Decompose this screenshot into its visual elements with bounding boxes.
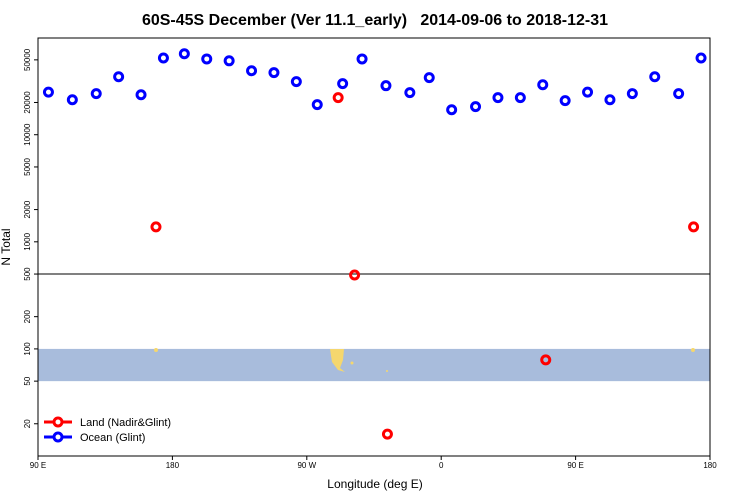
land-shapes: [154, 348, 695, 372]
y-tick-label: 20: [23, 419, 32, 428]
point: [223, 55, 235, 67]
point: [268, 67, 280, 79]
point: [626, 88, 638, 100]
point: [673, 88, 685, 100]
point: [332, 92, 344, 104]
point: [246, 65, 258, 77]
point: [446, 104, 458, 116]
point: [150, 221, 162, 233]
point: [514, 92, 526, 104]
point: [311, 99, 323, 111]
legend-label: Ocean (Glint): [80, 432, 145, 444]
point: [423, 72, 435, 84]
land-shape: [691, 348, 695, 352]
point: [113, 71, 125, 83]
point: [157, 52, 169, 64]
point: [290, 76, 302, 88]
point: [356, 53, 368, 65]
point: [90, 88, 102, 100]
point: [381, 428, 393, 440]
point: [349, 269, 361, 281]
point: [537, 79, 549, 91]
land-shape: [330, 349, 345, 372]
point: [201, 53, 213, 65]
y-tick-label: 5000: [23, 158, 32, 176]
x-tick-label: 90 W: [297, 461, 316, 470]
y-tick-label: 20000: [23, 91, 32, 114]
point: [42, 86, 54, 98]
point: [695, 52, 707, 64]
point: [604, 94, 616, 106]
point: [470, 101, 482, 113]
x-tick-label: 90 E: [567, 461, 583, 470]
x-tick-label: 180: [703, 461, 717, 470]
x-tick-label: 180: [166, 461, 180, 470]
point: [66, 94, 78, 106]
point: [135, 89, 147, 101]
shaded-band: [38, 348, 710, 382]
point: [582, 86, 594, 98]
plot-frame: [37, 37, 711, 457]
point: [492, 92, 504, 104]
y-tick-label: 2000: [23, 200, 32, 218]
point: [404, 87, 416, 99]
chart-title: 60S-45S December (Ver 11.1_early) 2014-0…: [142, 12, 608, 29]
legend-marker: [52, 416, 64, 428]
point: [178, 48, 190, 60]
land-shape: [350, 361, 354, 365]
point: [337, 78, 349, 90]
land-shape: [154, 348, 158, 352]
y-tick-label: 50000: [23, 48, 32, 71]
y-tick-label: 10000: [23, 123, 32, 146]
legend-marker: [52, 431, 64, 443]
x-axis-label: Longitude (deg E): [327, 477, 422, 491]
y-tick-label: 200: [23, 309, 32, 323]
point: [649, 71, 661, 83]
y-tick-label: 100: [23, 342, 32, 356]
x-tick-label: 90 E: [30, 461, 46, 470]
y-axis-label: N Total: [0, 228, 13, 265]
point: [688, 221, 700, 233]
land-shape: [386, 370, 388, 372]
x-tick-label: 0: [439, 461, 444, 470]
point: [540, 354, 552, 366]
shade-layer: [38, 348, 710, 382]
y-tick-label: 1000: [23, 232, 32, 250]
legend-label: Land (Nadir&Glint): [80, 417, 171, 429]
point: [380, 80, 392, 92]
y-tick-label: 500: [23, 267, 32, 281]
y-tick-label: 50: [23, 376, 32, 385]
point: [559, 95, 571, 107]
